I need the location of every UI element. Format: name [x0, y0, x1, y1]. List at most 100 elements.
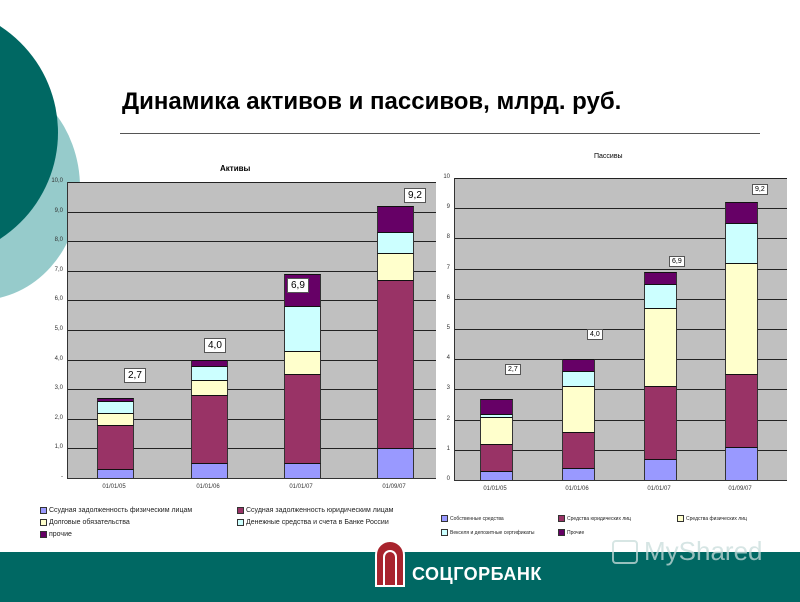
bar-segment	[561, 359, 595, 372]
legend-swatch	[40, 519, 47, 526]
gridline	[455, 268, 787, 270]
gridline	[455, 359, 787, 361]
bar-segment	[724, 223, 758, 263]
bar-segment	[96, 398, 134, 402]
total-callout: 9,2	[404, 187, 426, 203]
gridline	[68, 270, 436, 272]
liabilities-chart-title: Пассивы	[594, 153, 623, 160]
bar-segment	[561, 431, 595, 468]
stacked-bar	[561, 359, 595, 480]
stacked-bar	[479, 398, 513, 480]
stacked-bar	[376, 205, 414, 478]
gridline	[68, 211, 436, 213]
legend-item: Денежные средства и счета в Банке России	[237, 519, 389, 526]
x-tick-label: 01/09/07	[728, 486, 752, 492]
y-tick-label: 6	[446, 294, 450, 301]
stacked-bar	[190, 359, 228, 478]
total-callout: 6,9	[287, 277, 309, 293]
y-tick-label: 10	[443, 174, 450, 180]
legend-label: Прочие	[567, 529, 585, 536]
legend-label: Векселя и депозитные сертификаты	[450, 529, 535, 536]
legend-label: Собственные средства	[450, 515, 504, 522]
total-callout: 6,9	[669, 255, 685, 267]
bar-segment	[643, 283, 677, 308]
assets-plot-area	[67, 182, 436, 479]
bar-segment	[561, 371, 595, 387]
gridline	[455, 208, 787, 210]
title-divider	[120, 133, 760, 134]
total-callout: 2,7	[124, 368, 146, 384]
legend-swatch	[677, 515, 684, 522]
bar-segment	[190, 463, 228, 478]
gridline	[68, 418, 436, 420]
total-callout: 4,0	[204, 337, 226, 353]
bar-segment	[190, 395, 228, 464]
legend-swatch	[558, 529, 565, 536]
gridline	[455, 449, 787, 451]
bar-segment	[283, 374, 321, 464]
liabilities-plot-area	[454, 178, 787, 481]
y-tick-label: 10,0	[51, 178, 63, 184]
x-tick-label: 01/01/05	[483, 486, 507, 492]
legend-swatch	[441, 529, 448, 536]
bank-logo-icon	[375, 540, 405, 587]
legend-swatch	[40, 507, 47, 514]
gridline	[455, 178, 787, 179]
y-tick-label: 5,0	[54, 326, 63, 332]
y-tick-label: 4	[446, 355, 450, 362]
y-tick-label: 3	[446, 385, 450, 392]
legend-item: прочие	[40, 531, 72, 538]
y-tick-label: 8,0	[54, 237, 63, 244]
x-tick-label: 01/01/05	[102, 484, 126, 490]
legend-item: Средства юридических лиц	[558, 515, 631, 522]
legend-swatch	[237, 519, 244, 526]
bar-segment	[724, 446, 758, 480]
bar-segment	[283, 306, 321, 351]
gridline	[68, 448, 436, 450]
bar-segment	[724, 262, 758, 375]
y-tick-label: -	[61, 474, 63, 480]
y-tick-label: 4,0	[54, 355, 63, 362]
legend-item: Прочие	[558, 529, 584, 536]
y-tick-label: 2,0	[54, 414, 63, 421]
legend-swatch	[441, 515, 448, 522]
bar-segment	[724, 202, 758, 224]
legend-label: Ссудная задолженность физическим лицам	[49, 507, 193, 514]
bar-segment	[643, 307, 677, 387]
stacked-bar	[96, 398, 134, 478]
y-tick-label: 5	[446, 325, 450, 331]
gridline	[455, 419, 787, 421]
legend-swatch	[237, 507, 244, 514]
watermark: MyShared	[612, 536, 763, 567]
legend-label: Долговые обязательства	[49, 519, 130, 526]
bar-segment	[376, 279, 414, 449]
x-tick-label: 01/01/07	[289, 484, 313, 490]
bar-segment	[376, 205, 414, 233]
x-tick-label: 01/09/07	[382, 484, 406, 490]
gridline	[68, 389, 436, 391]
legend-swatch	[40, 531, 47, 538]
y-tick-label: 2	[446, 415, 450, 422]
legend-label: Средства юридических лиц	[567, 515, 631, 522]
bar-segment	[283, 350, 321, 375]
total-callout: 4,0	[587, 329, 603, 341]
y-tick-label: 0	[446, 476, 450, 482]
bar-segment	[479, 413, 513, 417]
legend-item: Векселя и депозитные сертификаты	[441, 529, 535, 536]
bar-segment	[643, 271, 677, 284]
legend-label: Средства физических лиц	[686, 515, 747, 522]
y-tick-label: 1,0	[54, 444, 63, 451]
stacked-bar	[724, 202, 758, 480]
y-tick-label: 3,0	[54, 385, 63, 392]
gridline	[68, 300, 436, 302]
bar-segment	[190, 380, 228, 396]
gridline	[68, 330, 436, 331]
y-tick-label: 7,0	[54, 266, 63, 273]
bar-segment	[96, 412, 134, 425]
legend-item: Средства физических лиц	[677, 515, 747, 522]
presentation-icon	[612, 539, 638, 564]
y-tick-label: 7	[446, 264, 450, 271]
y-tick-label: 9,0	[54, 207, 63, 214]
bar-segment	[561, 386, 595, 432]
y-tick-label: 9	[446, 204, 450, 211]
